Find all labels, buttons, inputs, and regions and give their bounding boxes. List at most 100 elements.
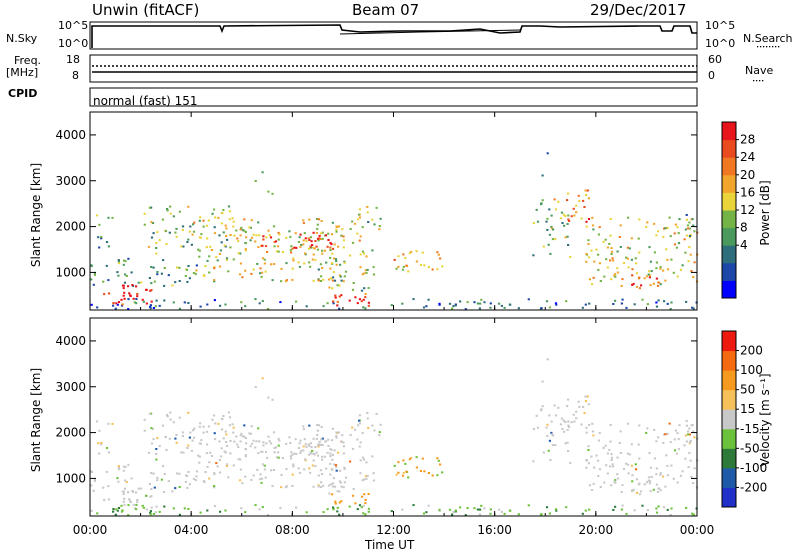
velocity-cell (208, 461, 211, 464)
power-cell (205, 224, 209, 227)
power-cell (228, 218, 231, 221)
power-cell (191, 233, 194, 236)
velocity-cell (214, 422, 217, 425)
velocity-cell (437, 459, 440, 462)
power-cell (555, 303, 558, 306)
velocity-cell (195, 475, 198, 478)
velocity-cell (598, 432, 601, 435)
velocity-cell (328, 492, 331, 495)
velocity-cell (112, 508, 115, 511)
velocity-cell (360, 506, 363, 509)
velocity-cell (662, 441, 665, 444)
power-cell (158, 239, 161, 242)
power-cell (122, 294, 125, 297)
velocity-cell (441, 471, 444, 474)
velocity-cell (689, 439, 692, 442)
power-cell (244, 231, 247, 233)
power-cell (254, 298, 257, 301)
velocity-cell (356, 438, 359, 441)
velocity-cell (321, 455, 324, 458)
power-cell (172, 301, 175, 304)
velocity-cell (284, 486, 287, 489)
power-cell (209, 245, 212, 248)
velocity-cell (338, 501, 341, 504)
velocity-cell (541, 380, 544, 383)
velocity-cell (155, 453, 158, 455)
power-cell (655, 267, 658, 270)
power-cell (342, 280, 345, 283)
power-cell (260, 244, 263, 247)
power-cell (619, 246, 622, 248)
power-cell (343, 275, 346, 278)
velocity-cell (194, 479, 197, 482)
power-cell (131, 284, 134, 286)
power-cell (96, 306, 99, 309)
velocity-cell (222, 415, 225, 417)
power-cell (145, 302, 148, 305)
y-tick-label: 4000 (55, 334, 86, 348)
velocity-cell (204, 471, 207, 473)
power-cell (635, 272, 639, 275)
velocity-cell (152, 513, 155, 515)
power-cell (627, 216, 630, 219)
velocity-cell (439, 463, 442, 466)
power-cell (662, 235, 665, 238)
velocity-cell (184, 481, 187, 483)
velocity-cell (616, 456, 619, 459)
power-cell (567, 218, 570, 221)
velocity-cell (310, 446, 313, 449)
power-cell (557, 200, 560, 203)
velocity-cell (415, 466, 418, 469)
velocity-cell (693, 436, 696, 439)
power-cell (311, 244, 314, 246)
velocity-cell (95, 420, 99, 423)
nsky-tick-top: 10^5 (58, 19, 89, 32)
velocity-cell (191, 439, 194, 442)
velocity-cell (592, 434, 595, 437)
velocity-cell (235, 435, 238, 438)
power-cell (425, 305, 428, 308)
velocity-cell (308, 453, 311, 456)
velocity-cell (313, 453, 316, 456)
power-cell (438, 302, 441, 305)
velocity-cell (635, 468, 638, 471)
power-cell (361, 250, 365, 253)
velocity-cell (686, 430, 690, 433)
power-cell (546, 152, 549, 155)
freq-label: Freq. (14, 54, 42, 67)
power-cell (238, 273, 242, 276)
velocity-cell (142, 506, 145, 509)
velocity-cell (319, 469, 322, 472)
velocity-cell (103, 499, 106, 502)
velocity-cell (193, 427, 196, 430)
power-cell (123, 281, 127, 284)
power-cell (148, 277, 151, 279)
power-cell (336, 304, 339, 307)
velocity-cell (243, 424, 246, 427)
power-cell (309, 265, 312, 268)
velocity-cell (149, 495, 152, 498)
velocity-cell (602, 446, 605, 449)
velocity-cell (213, 414, 216, 417)
velocity-cell (578, 405, 581, 408)
cpid-panel-frame (89, 87, 698, 107)
velocity-cell (180, 451, 183, 454)
power-cell (365, 255, 368, 258)
velocity-cell (120, 504, 123, 507)
velocity-cell (218, 459, 222, 461)
power-cell (273, 241, 276, 243)
velocity-cell (360, 495, 364, 498)
power-cell (252, 268, 255, 271)
y-tick-label: 4000 (55, 128, 86, 142)
power-cell (407, 270, 410, 273)
power-cell (626, 257, 629, 260)
power-cell (585, 225, 588, 228)
power-cell (178, 280, 181, 282)
velocity-cell (128, 498, 131, 501)
power-cell (638, 218, 641, 221)
nave-legend-dots (753, 80, 764, 82)
power-cell (618, 236, 621, 238)
velocity-cell (333, 485, 337, 488)
power-cell (187, 302, 190, 304)
power-cell (328, 286, 331, 289)
